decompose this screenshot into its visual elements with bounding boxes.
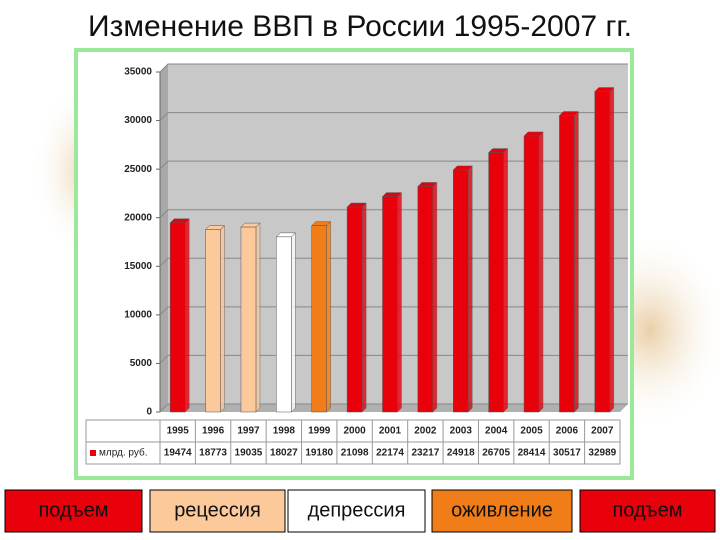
y-tick-label: 20000 <box>124 212 152 223</box>
x-tick-label: 2001 <box>379 426 402 437</box>
x-tick-label: 1999 <box>308 426 331 437</box>
y-tick-label: 5000 <box>130 358 153 369</box>
table-value: 30517 <box>553 448 581 459</box>
y-tick-label: 15000 <box>124 261 152 272</box>
y-tick-label: 25000 <box>124 164 152 175</box>
bar-side <box>255 222 261 413</box>
bar <box>346 206 363 413</box>
table-value: 18773 <box>199 448 227 459</box>
table-value: 22174 <box>376 448 404 459</box>
bar <box>311 225 327 413</box>
phase-label: подъем <box>612 499 682 521</box>
table-value: 24918 <box>447 448 475 459</box>
bar <box>169 222 186 413</box>
bar <box>594 91 611 413</box>
table-value: 32989 <box>588 448 616 459</box>
legend-swatch <box>90 450 96 456</box>
bar-side <box>361 202 367 413</box>
bar <box>488 152 504 413</box>
grid-line <box>159 403 628 413</box>
grid-line <box>159 112 628 121</box>
y-tick-label: 30000 <box>124 115 152 126</box>
x-tick-label: 2000 <box>343 426 366 437</box>
table-value: 19180 <box>305 448 333 459</box>
bar-side <box>538 131 544 413</box>
slide-title: Изменение ВВП в России 1995-2007 гг. <box>88 10 632 43</box>
x-tick-label: 2007 <box>591 426 614 437</box>
bar <box>382 196 398 413</box>
bar <box>559 115 575 413</box>
phase-box <box>431 489 573 533</box>
grid-line <box>159 354 628 364</box>
table-value: 28414 <box>518 448 546 459</box>
bar-side <box>609 86 615 413</box>
table-value: 26705 <box>482 448 510 459</box>
x-tick-label: 1996 <box>202 426 225 437</box>
table-value: 19474 <box>164 448 192 459</box>
phase-label: подъем <box>38 499 108 521</box>
grid-line <box>159 257 628 267</box>
phase-label: депрессия <box>308 499 406 521</box>
phase-box <box>579 489 716 533</box>
y-tick-label: 10000 <box>124 309 152 320</box>
bar-side <box>291 232 296 413</box>
x-tick-label: 2004 <box>485 426 508 437</box>
x-tick-label: 1997 <box>237 426 260 437</box>
grid-line <box>159 160 628 170</box>
bar-side <box>220 225 225 413</box>
bar-side <box>184 218 190 413</box>
x-tick-label: 1998 <box>273 426 296 437</box>
x-tick-label: 1995 <box>167 426 190 437</box>
bar-side <box>432 181 438 413</box>
plot-side-wall <box>160 64 168 412</box>
bar-side <box>503 147 508 413</box>
legend-label: млрд. руб. <box>99 447 148 459</box>
x-tick-label: 2002 <box>414 426 437 437</box>
x-tick-label: 2005 <box>520 426 543 437</box>
table-value: 19035 <box>235 448 263 459</box>
y-tick-label: 35000 <box>124 67 152 78</box>
phase-box <box>4 489 143 533</box>
grid-line <box>159 306 628 316</box>
bar <box>240 226 257 413</box>
grid-line <box>159 209 628 219</box>
bar <box>417 186 434 413</box>
bar <box>523 135 540 413</box>
table-value: 18027 <box>270 448 298 459</box>
bar-side <box>574 110 579 413</box>
grid-line <box>159 63 628 73</box>
bar <box>205 229 221 413</box>
bar <box>276 236 292 413</box>
bar <box>453 169 469 413</box>
table-value: 23217 <box>411 448 439 459</box>
phase-box <box>287 489 426 533</box>
bar-side <box>397 191 402 413</box>
bar-side <box>468 165 473 413</box>
x-tick-label: 2003 <box>450 426 473 437</box>
phase-box <box>149 489 286 533</box>
x-tick-label: 2006 <box>556 426 579 437</box>
phase-label: оживление <box>451 499 553 521</box>
y-tick-label: 0 <box>146 407 152 418</box>
table-value: 21098 <box>341 448 369 459</box>
bar-side <box>326 221 331 413</box>
phase-label: рецессия <box>174 499 261 521</box>
